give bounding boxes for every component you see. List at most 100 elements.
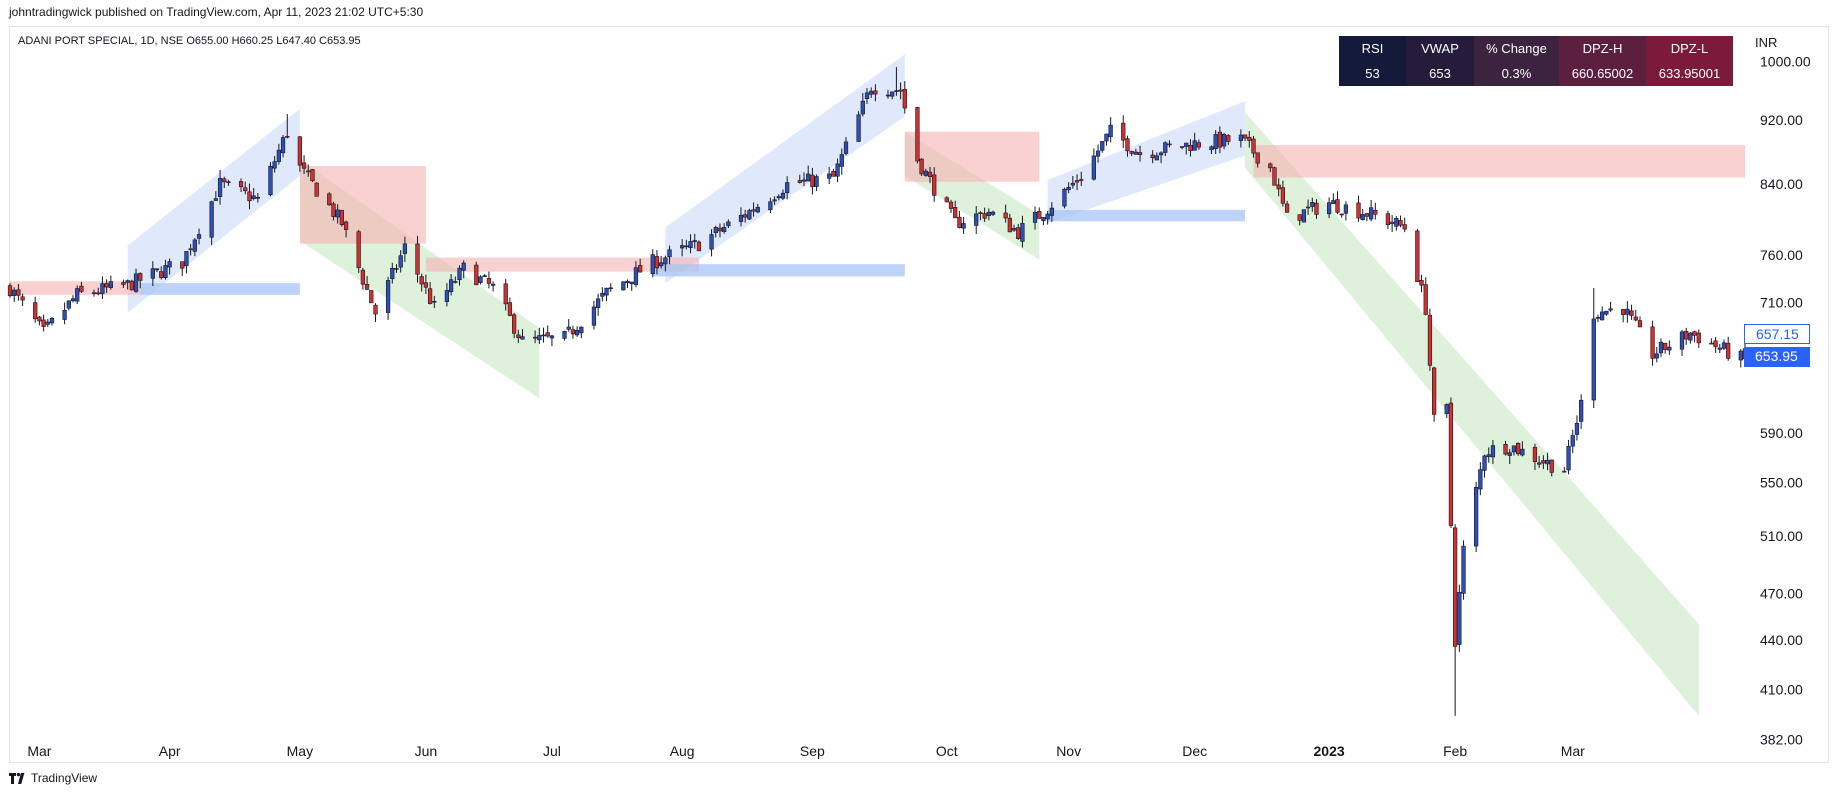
candle-down	[96, 292, 101, 295]
candle-down	[91, 292, 97, 294]
candle-up	[448, 279, 454, 293]
candle-down	[1389, 221, 1395, 225]
candle-up	[335, 209, 340, 218]
candle-down	[419, 276, 424, 285]
candle-down	[364, 284, 370, 290]
x-tick-label: Dec	[1182, 743, 1207, 759]
dpz-h-header: DPZ-H	[1559, 36, 1646, 61]
candle-up	[1041, 217, 1046, 222]
candle-down	[314, 182, 319, 197]
candle-up	[1688, 332, 1693, 341]
candle-down	[1129, 151, 1134, 154]
candle-up	[659, 262, 664, 267]
candle-down	[511, 314, 517, 334]
candle-up	[1368, 207, 1374, 220]
y-tick-label: 510.00	[1760, 528, 1803, 544]
candle-down	[507, 302, 513, 316]
candle-up	[108, 281, 113, 288]
candle-down	[1415, 230, 1420, 282]
candle-up	[633, 267, 639, 285]
candle-up	[1209, 146, 1214, 151]
candle-up	[1600, 311, 1605, 321]
candle-up	[209, 201, 214, 238]
trend-zone-up-4	[1047, 101, 1246, 224]
candle-up	[398, 255, 403, 268]
candle-up	[251, 195, 256, 200]
demand-band-0	[140, 283, 300, 295]
candle-down	[957, 216, 962, 228]
indicator-value-row: 53 653 0.3% 660.65002 633.95001	[1339, 61, 1733, 86]
candle-up	[713, 227, 718, 234]
footer-brand-text: TradingView	[31, 771, 98, 785]
candle-down	[369, 290, 374, 304]
candle-down	[427, 288, 433, 304]
candle-down	[356, 231, 361, 269]
candle-up	[890, 91, 895, 97]
x-tick-label: 2023	[1314, 743, 1345, 759]
candle-up	[520, 336, 525, 340]
candle-down	[1726, 342, 1731, 359]
x-tick-label: May	[287, 743, 313, 759]
candle-down	[1427, 314, 1433, 366]
candle-down	[129, 280, 134, 291]
candle-down	[570, 329, 576, 335]
candle-up	[709, 234, 714, 250]
candle-down	[1284, 203, 1290, 213]
candle-up	[990, 211, 996, 215]
candle-up	[226, 181, 231, 184]
candle-up	[1158, 152, 1164, 156]
chart-frame	[9, 26, 1829, 763]
candle-down	[474, 264, 479, 286]
candle-up	[835, 163, 840, 177]
dpz-h-value: 660.65002	[1559, 61, 1646, 86]
x-tick-label: Mar	[1561, 743, 1585, 759]
candle-up	[650, 254, 655, 275]
candle-up	[726, 221, 731, 227]
trend-zone-up-2	[665, 54, 905, 284]
candle-down	[1516, 442, 1521, 455]
candle-up	[1537, 462, 1542, 465]
candle-down	[1432, 367, 1437, 415]
candle-down	[1079, 179, 1084, 181]
candle-up	[986, 211, 991, 216]
publisher-line: johntradingwick published on TradingView…	[9, 5, 424, 19]
candle-down	[16, 289, 21, 296]
candle-up	[814, 176, 819, 187]
candle-up	[385, 280, 391, 313]
candle-up	[1738, 350, 1743, 361]
candle-up	[1301, 209, 1307, 223]
candle-up	[600, 292, 605, 297]
candle-up	[12, 289, 17, 296]
candle-up	[621, 281, 626, 291]
candle-down	[797, 180, 802, 183]
candle-down	[1037, 211, 1042, 219]
y-tick-label: 920.00	[1760, 112, 1803, 128]
candle-down	[306, 170, 311, 173]
footer-brand[interactable]: TradingView	[9, 771, 97, 785]
candle-down	[1251, 138, 1256, 154]
candle-down	[1709, 342, 1714, 345]
candle-down	[327, 193, 332, 206]
candle-up	[150, 268, 155, 279]
x-tick-label: Jun	[415, 743, 438, 759]
candle-up	[125, 280, 130, 283]
candle-up	[625, 280, 630, 283]
candle-down	[1385, 213, 1391, 225]
candle-down	[1532, 446, 1538, 462]
candle-up	[1658, 341, 1664, 354]
candle-down	[222, 178, 227, 183]
currency-label: INR	[1755, 35, 1778, 50]
candle-down	[948, 201, 954, 209]
candle-up	[1595, 317, 1601, 319]
candle-up	[154, 268, 160, 271]
candle-down	[1272, 167, 1277, 186]
candle-down	[1280, 187, 1286, 204]
candle-up	[1574, 422, 1580, 435]
y-tick-label: 760.00	[1760, 247, 1803, 263]
demand-band-1	[652, 264, 905, 277]
demand-band-2	[1047, 209, 1246, 222]
candle-up	[894, 90, 899, 92]
candle-up	[196, 234, 202, 239]
candle-up	[1507, 452, 1512, 456]
